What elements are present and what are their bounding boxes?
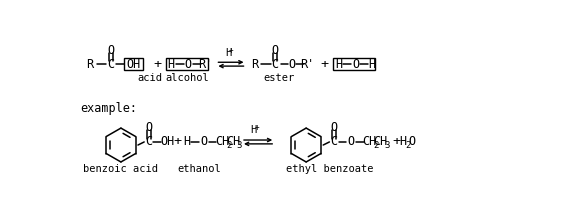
Text: C: C: [145, 135, 152, 149]
Text: H: H: [225, 48, 231, 58]
Text: O: O: [185, 58, 192, 71]
Text: R': R': [301, 58, 315, 71]
Text: +: +: [393, 135, 401, 149]
Text: H: H: [335, 58, 342, 71]
Text: +: +: [174, 135, 181, 149]
Text: R: R: [251, 58, 258, 71]
Text: H: H: [168, 58, 175, 71]
Text: +: +: [255, 123, 259, 132]
Text: CH: CH: [226, 135, 240, 149]
Text: C: C: [107, 58, 114, 71]
Bar: [124, 58, 143, 70]
Bar: [166, 58, 208, 70]
Text: 2: 2: [405, 141, 410, 150]
Text: H: H: [183, 135, 191, 149]
Text: O: O: [331, 121, 338, 134]
Text: H: H: [368, 58, 375, 71]
Text: +: +: [153, 58, 161, 71]
Text: C: C: [272, 58, 279, 71]
Text: O: O: [107, 44, 114, 57]
Text: R': R': [198, 58, 213, 71]
Text: H: H: [250, 125, 257, 135]
Text: O: O: [352, 58, 359, 71]
Text: CH: CH: [374, 135, 388, 149]
Text: O: O: [347, 135, 354, 149]
Text: 2: 2: [373, 141, 378, 150]
Text: example:: example:: [80, 102, 138, 114]
Text: 2: 2: [226, 141, 231, 150]
Text: OH: OH: [160, 135, 174, 149]
Text: ethyl benzoate: ethyl benzoate: [286, 164, 373, 174]
Text: O: O: [272, 44, 279, 57]
Text: C: C: [331, 135, 338, 149]
Text: H: H: [399, 135, 406, 149]
Text: +: +: [229, 46, 233, 55]
Text: +: +: [321, 58, 329, 71]
Text: alcohol: alcohol: [165, 73, 209, 83]
Text: ethanol: ethanol: [177, 164, 221, 174]
Text: 3: 3: [237, 141, 242, 150]
Text: R: R: [86, 58, 93, 71]
Text: CH: CH: [363, 135, 377, 149]
Text: OH: OH: [126, 58, 141, 71]
Text: O: O: [409, 135, 416, 149]
Text: O: O: [289, 58, 296, 71]
Text: acid: acid: [137, 73, 162, 83]
Text: benzoic acid: benzoic acid: [83, 164, 159, 174]
Text: CH: CH: [215, 135, 230, 149]
Text: O: O: [201, 135, 208, 149]
Bar: [333, 58, 375, 70]
Text: O: O: [145, 121, 152, 134]
Text: ester: ester: [264, 73, 294, 83]
Text: 3: 3: [384, 141, 389, 150]
